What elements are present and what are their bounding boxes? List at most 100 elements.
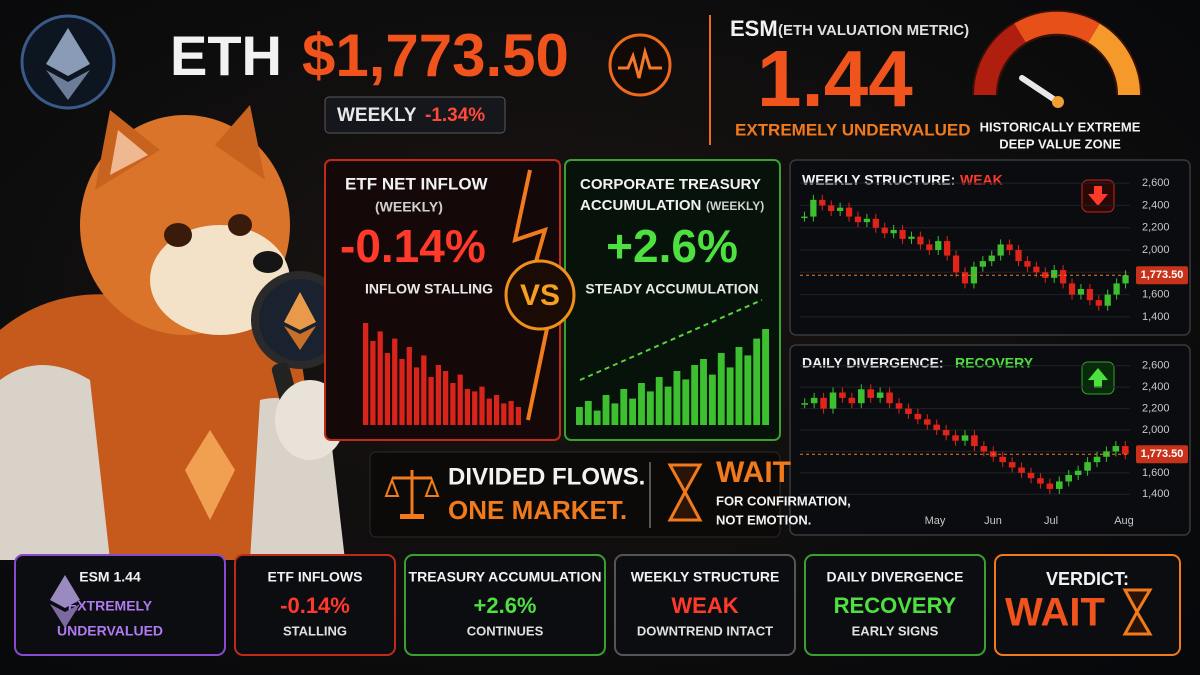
candle — [1086, 289, 1093, 301]
bar — [413, 367, 420, 425]
candle — [1033, 266, 1040, 273]
candle — [1059, 270, 1067, 284]
candle — [1113, 283, 1120, 295]
pulse-icon — [608, 33, 672, 97]
candle — [857, 389, 865, 404]
etf-value: -0.14% — [340, 220, 486, 272]
magnifier-logo — [284, 326, 316, 350]
bar — [472, 391, 478, 425]
candle — [980, 446, 988, 452]
hourglass — [667, 463, 703, 522]
card-value: +2.6% — [474, 593, 537, 618]
bar — [682, 379, 690, 425]
candle — [801, 216, 808, 219]
bar — [735, 347, 743, 425]
candle — [1121, 446, 1129, 455]
candle — [899, 229, 906, 239]
hoodie-logo — [185, 430, 235, 520]
candle — [890, 229, 897, 234]
candle — [997, 244, 1004, 256]
scales-icon — [384, 477, 440, 497]
card-title: ETF INFLOWS — [268, 569, 363, 585]
bar — [655, 377, 663, 425]
bar — [762, 329, 769, 425]
y-tick-label: 1,600 — [1142, 467, 1170, 479]
candle — [837, 207, 844, 211]
candle — [810, 397, 818, 404]
dog-ear — [215, 105, 265, 180]
coat — [0, 365, 110, 560]
trend-arrow — [579, 299, 763, 381]
pulse-icon — [618, 46, 662, 79]
gauge-arc — [1014, 11, 1100, 43]
bar — [515, 407, 521, 425]
bar — [508, 401, 514, 425]
card-note: CONTINUES — [467, 623, 544, 638]
vs-label: VS — [520, 279, 560, 312]
x-tick-label: Jun — [984, 515, 1002, 527]
scales-icon — [400, 514, 424, 519]
bar — [691, 365, 699, 425]
y-tick-label: 2,000 — [1142, 244, 1170, 256]
candle — [1015, 250, 1022, 262]
price-tag-label: 1,773.50 — [1141, 269, 1184, 281]
bar — [435, 365, 441, 425]
candle — [895, 403, 903, 409]
candle — [926, 244, 933, 250]
card — [234, 554, 396, 656]
candle — [971, 435, 978, 447]
treasury-title: CORPORATE TREASURY — [580, 176, 761, 193]
card-note: STALLING — [283, 623, 347, 638]
treasury-period: (WEEKLY) — [706, 199, 764, 213]
candle — [905, 408, 912, 414]
bar — [479, 386, 485, 425]
bar — [464, 389, 471, 425]
bar — [501, 403, 507, 425]
candle — [1112, 446, 1120, 452]
treasury-bars — [576, 329, 769, 425]
bar — [673, 371, 681, 425]
candle — [872, 218, 879, 228]
card-title: VERDICT: — [1046, 569, 1129, 589]
price-tag-label: 1,773.50 — [1141, 448, 1184, 460]
candle — [917, 236, 924, 245]
y-tick-label: 1,400 — [1142, 311, 1170, 323]
etf-title: ETF NET INFLOW — [345, 174, 489, 193]
bar — [428, 377, 434, 425]
candle — [1068, 283, 1076, 295]
bar — [700, 359, 707, 425]
magnifier-logo — [284, 292, 316, 330]
gauge-hub — [1052, 96, 1064, 108]
dog-eye — [228, 214, 252, 236]
candle — [1024, 261, 1031, 267]
candle — [952, 435, 959, 441]
bar — [620, 389, 628, 425]
bar — [457, 374, 463, 425]
price: $1,773.50 — [302, 22, 569, 89]
esm-sublabel: (ETH VALUATION METRIC) — [778, 22, 969, 39]
card-title: TREASURY ACCUMULATION — [409, 569, 602, 585]
candle — [933, 424, 941, 430]
wait-note: FOR CONFIRMATION, — [716, 493, 851, 508]
candle — [1042, 272, 1049, 278]
bar — [421, 355, 427, 425]
x-tick-label: May — [925, 515, 946, 527]
candle — [999, 456, 1007, 463]
x-tick-label: Jul — [1044, 515, 1058, 527]
card-value: RECOVERY — [834, 593, 957, 618]
candle — [1055, 481, 1063, 489]
candle — [979, 261, 986, 267]
bar — [584, 401, 592, 425]
candle — [810, 199, 817, 217]
candle — [961, 272, 969, 284]
candle — [1077, 289, 1085, 295]
candle — [988, 255, 995, 262]
bar — [708, 374, 716, 425]
candle — [923, 419, 931, 425]
candle — [1008, 462, 1016, 468]
bar — [576, 407, 583, 425]
candle — [829, 392, 837, 409]
eth-logo — [46, 70, 90, 100]
treasury-title: ACCUMULATION — [580, 197, 701, 214]
candle — [886, 392, 893, 404]
